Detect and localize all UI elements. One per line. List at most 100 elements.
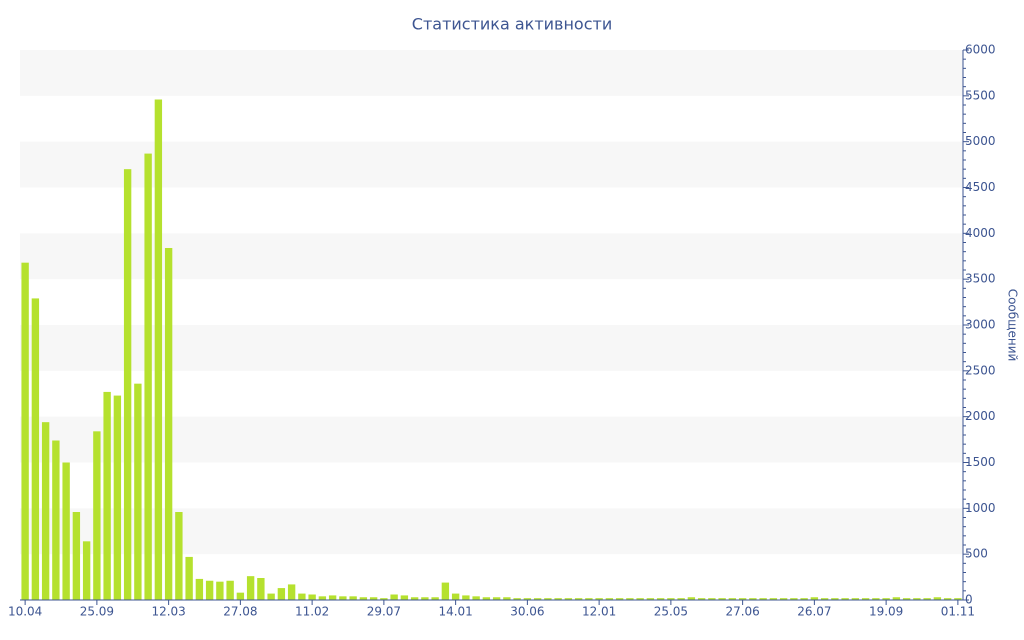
bar — [554, 598, 562, 600]
bar — [564, 598, 573, 600]
bar — [954, 598, 962, 600]
x-tick-label: 26.07 — [797, 605, 831, 619]
y-tick-label: 2000 — [965, 409, 996, 423]
bar — [462, 595, 470, 600]
bar — [718, 598, 726, 600]
bar — [943, 598, 952, 600]
bar — [451, 593, 460, 600]
bar — [205, 580, 214, 600]
bar — [164, 248, 173, 600]
bar — [175, 512, 183, 600]
x-tick-label: 01.11 — [941, 605, 975, 619]
x-tick-label: 14.01 — [438, 605, 472, 619]
bar — [544, 598, 552, 600]
bar — [21, 262, 29, 600]
bar — [236, 592, 245, 600]
bar — [861, 598, 870, 600]
bar — [123, 169, 132, 600]
bar — [892, 597, 901, 600]
bar — [257, 578, 265, 600]
x-tick-label: 30.06 — [510, 605, 544, 619]
grid-band — [20, 325, 963, 371]
y-tick-label: 5500 — [965, 88, 996, 102]
bar — [769, 598, 778, 600]
bar — [103, 391, 111, 600]
x-tick-label: 11.02 — [295, 605, 329, 619]
grid-band — [20, 50, 963, 96]
bar — [585, 598, 593, 600]
grid-band — [20, 141, 963, 188]
bar — [380, 598, 388, 600]
y-tick-label: 0 — [965, 593, 973, 607]
bar — [113, 395, 122, 600]
bar — [318, 596, 327, 600]
x-tick-label: 25.05 — [654, 605, 688, 619]
bar — [708, 598, 716, 600]
y-tick-label: 3000 — [965, 318, 996, 332]
bar — [359, 597, 368, 600]
y-axis-title: Сообщений — [1006, 289, 1020, 362]
bar — [605, 598, 614, 600]
bar — [298, 593, 306, 600]
y-tick-label: 5000 — [965, 134, 996, 148]
bar — [687, 597, 696, 600]
y-tick-label: 1500 — [965, 455, 996, 469]
bar — [144, 153, 152, 601]
bar — [913, 598, 921, 600]
bar — [902, 598, 911, 600]
bar — [790, 598, 798, 600]
bar — [216, 581, 224, 600]
bar — [52, 440, 60, 600]
x-tick-label: 29.07 — [367, 605, 401, 619]
bar — [513, 598, 521, 600]
bar — [308, 594, 316, 600]
bar — [697, 598, 706, 600]
x-tick-label: 27.08 — [223, 605, 257, 619]
bar — [933, 597, 942, 600]
bar — [656, 598, 665, 600]
y-tick-label: 3500 — [965, 272, 996, 286]
bar — [749, 598, 757, 600]
bar — [267, 593, 275, 600]
bar — [728, 598, 737, 600]
bar — [800, 598, 808, 600]
bar — [472, 596, 480, 600]
bar — [390, 594, 398, 600]
bar — [400, 595, 409, 600]
bar — [595, 598, 603, 600]
bar — [759, 598, 767, 600]
bar — [636, 598, 644, 600]
x-tick-label: 27.06 — [725, 605, 759, 619]
bar — [831, 598, 839, 600]
bar — [134, 383, 142, 600]
bar — [195, 578, 204, 600]
bar — [626, 598, 634, 600]
bar — [287, 584, 296, 600]
x-tick-label: 12.01 — [582, 605, 616, 619]
bar — [779, 598, 788, 600]
chart-title: Статистика активности — [412, 15, 612, 34]
bar — [82, 541, 91, 600]
bar — [431, 597, 439, 600]
bar — [615, 598, 624, 600]
bar — [31, 298, 40, 600]
bar — [851, 598, 860, 600]
bar — [820, 598, 829, 600]
bar — [841, 598, 849, 600]
y-tick-label: 1000 — [965, 501, 996, 515]
grid-band — [20, 233, 963, 280]
bar — [441, 582, 450, 600]
x-tick-label: 12.03 — [151, 605, 185, 619]
bar — [349, 596, 357, 600]
bar — [421, 597, 429, 600]
x-tick-label: 25.09 — [80, 605, 114, 619]
bar — [492, 597, 501, 600]
bar — [185, 556, 193, 600]
bar — [277, 588, 286, 600]
bar — [369, 597, 378, 600]
bar — [882, 598, 890, 600]
bar — [677, 598, 685, 600]
y-tick-label: 2500 — [965, 363, 996, 377]
bar — [339, 596, 347, 600]
